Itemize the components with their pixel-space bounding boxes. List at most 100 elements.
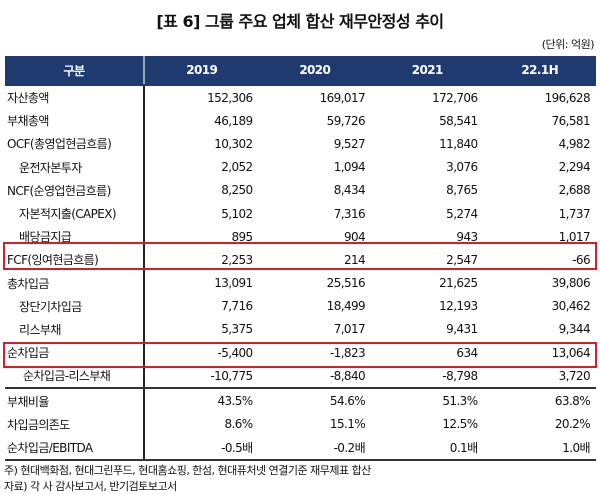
row-label: NCF(순영업현금흐름) xyxy=(5,178,145,202)
unit-label: (단위: 억원) xyxy=(541,38,595,51)
cell-value: 2,294 xyxy=(558,160,591,175)
cell-value: 76,581 xyxy=(551,113,591,128)
cell-value: 1,017 xyxy=(558,229,591,244)
header-2021: 2021 xyxy=(371,56,484,86)
cell-value: 8.6% xyxy=(224,417,253,432)
header-22-1h: 22.1H xyxy=(483,56,596,86)
cell-value: 152,306 xyxy=(207,90,253,105)
table-row: 부채총액 46,189 59,726 58,541 76,581 xyxy=(5,109,596,133)
row-label: 리스부채 xyxy=(5,317,145,342)
cell-value: 2,547 xyxy=(446,252,478,267)
cell-value: 7,017 xyxy=(333,322,366,337)
cell-value: 172,706 xyxy=(432,90,478,105)
cell-value: 943 xyxy=(456,229,478,244)
cell-value: 54.6% xyxy=(329,394,366,409)
cell-value: 5,274 xyxy=(446,206,478,221)
cell-value: 30,462 xyxy=(551,299,591,314)
cell-value: 634 xyxy=(456,345,478,360)
cell-value: 63.8% xyxy=(554,394,591,409)
cell-value: 39,806 xyxy=(551,276,591,291)
row-label: 장단기차입금 xyxy=(5,294,145,318)
cell-value: 9,344 xyxy=(558,322,591,337)
cell-value: 5,375 xyxy=(221,322,253,337)
cell-value: 904 xyxy=(343,229,366,244)
table-row: FCF(잉여현금흐름) 2,253 214 2,547 -66 xyxy=(5,248,596,272)
header-category: 구분 xyxy=(5,56,145,86)
cell-value: 12.5% xyxy=(442,417,478,432)
cell-value: 8,765 xyxy=(446,183,478,198)
row-label: 자산총액 xyxy=(5,85,145,110)
cell-value: 8,250 xyxy=(221,183,253,198)
row-label: OCF(총영업현금흐름) xyxy=(5,132,145,156)
row-label: 부채비율 xyxy=(5,388,145,413)
cell-value: 3,720 xyxy=(483,364,596,390)
header-row: 구분 2019 2020 2021 22.1H xyxy=(5,56,596,86)
cell-value: -0.2배 xyxy=(258,435,372,462)
cell-value: 169,017 xyxy=(319,90,366,105)
cell-value: 58,541 xyxy=(439,113,478,128)
table-row: NCF(순영업현금흐름) 8,250 8,434 8,765 2,688 xyxy=(5,178,596,202)
row-label: 부채총액 xyxy=(5,109,145,133)
source-note: 자료) 각 사 감사보고서, 반기검토보고서 xyxy=(4,480,177,493)
table-row: 순차입금 -5,400 -1,823 634 13,064 xyxy=(5,341,596,365)
cell-value: 1,094 xyxy=(333,160,366,175)
footnote: 주) 현대백화점, 현대그린푸드, 현대홈쇼핑, 한섬, 현대퓨처넷 연결기준 … xyxy=(4,464,371,477)
cell-value: 1,737 xyxy=(558,206,591,221)
table-row: 순차입금-리스부채 -10,775 -8,840 -8,798 3,720 xyxy=(5,364,596,390)
cell-value: 15.1% xyxy=(329,417,366,432)
cell-value: -66 xyxy=(572,252,590,267)
table-row: 리스부채 5,375 7,017 9,431 9,344 xyxy=(5,317,596,342)
cell-value: 5,102 xyxy=(221,206,253,221)
cell-value: 10,302 xyxy=(214,136,253,151)
cell-value: 25,516 xyxy=(326,276,366,291)
cell-value: 59,726 xyxy=(326,113,366,128)
cell-value: -10,775 xyxy=(144,364,259,390)
table-row: 차입금의존도 8.6% 15.1% 12.5% 20.2% xyxy=(5,412,596,436)
cell-value: 214 xyxy=(343,252,366,267)
cell-value: 8,434 xyxy=(333,183,366,198)
row-label: 순차입금/EBITDA xyxy=(5,435,145,462)
cell-value: 4,982 xyxy=(558,136,591,151)
table-row: 자본적지출(CAPEX) 5,102 7,316 5,274 1,737 xyxy=(5,201,596,226)
cell-value: 46,189 xyxy=(214,113,253,128)
financial-stability-table: 구분 2019 2020 2021 22.1H 자산총액 152,306 169,0… xyxy=(5,56,596,462)
cell-value: -5,400 xyxy=(217,345,253,360)
cell-value: 2,688 xyxy=(558,183,591,198)
row-label: 차입금의존도 xyxy=(5,412,145,436)
table-row: 자산총액 152,306 169,017 172,706 196,628 xyxy=(5,85,596,110)
cell-value: 18,499 xyxy=(326,299,366,314)
cell-value: 7,716 xyxy=(221,299,253,314)
cell-value: -0.5배 xyxy=(144,435,259,462)
row-label: 자본적지출(CAPEX) xyxy=(5,201,145,226)
cell-value: -8,840 xyxy=(258,364,372,390)
header-2020: 2020 xyxy=(258,56,372,86)
row-label: 운전자본투자 xyxy=(5,155,145,179)
cell-value: 196,628 xyxy=(544,90,591,105)
highlight-box-fcf xyxy=(3,242,597,270)
cell-value: 9,431 xyxy=(446,322,478,337)
table-row: 운전자본투자 2,052 1,094 3,076 2,294 xyxy=(5,155,596,179)
cell-value: 20.2% xyxy=(554,417,591,432)
cell-value: 13,091 xyxy=(214,276,253,291)
row-label: 순차입금 xyxy=(5,341,145,365)
cell-value: 12,193 xyxy=(439,299,478,314)
cell-value: 7,316 xyxy=(333,206,366,221)
table-row: 부채비율 43.5% 54.6% 51.3% 63.8% xyxy=(5,388,596,413)
header-2019: 2019 xyxy=(144,56,259,86)
cell-value: -1,823 xyxy=(329,345,366,360)
cell-value: 0.1배 xyxy=(371,435,484,462)
cell-value: 43.5% xyxy=(217,394,253,409)
cell-value: 895 xyxy=(231,229,253,244)
row-label: FCF(잉여현금흐름) xyxy=(5,248,145,272)
highlight-box-net-debt xyxy=(3,342,597,368)
table-row: 총차입금 13,091 25,516 21,625 39,806 xyxy=(5,271,596,295)
table-row: OCF(총영업현금흐름) 10,302 9,527 11,840 4,982 xyxy=(5,132,596,156)
row-label: 총차입금 xyxy=(5,271,145,295)
row-label: 순차입금-리스부채 xyxy=(5,364,145,390)
cell-value: -8,798 xyxy=(371,364,484,390)
cell-value: 3,076 xyxy=(446,160,478,175)
cell-value: 9,527 xyxy=(333,136,366,151)
table-row: 장단기차입금 7,716 18,499 12,193 30,462 xyxy=(5,294,596,318)
table-row: 순차입금/EBITDA -0.5배 -0.2배 0.1배 1.0배 xyxy=(5,435,596,462)
cell-value: 2,253 xyxy=(221,252,253,267)
